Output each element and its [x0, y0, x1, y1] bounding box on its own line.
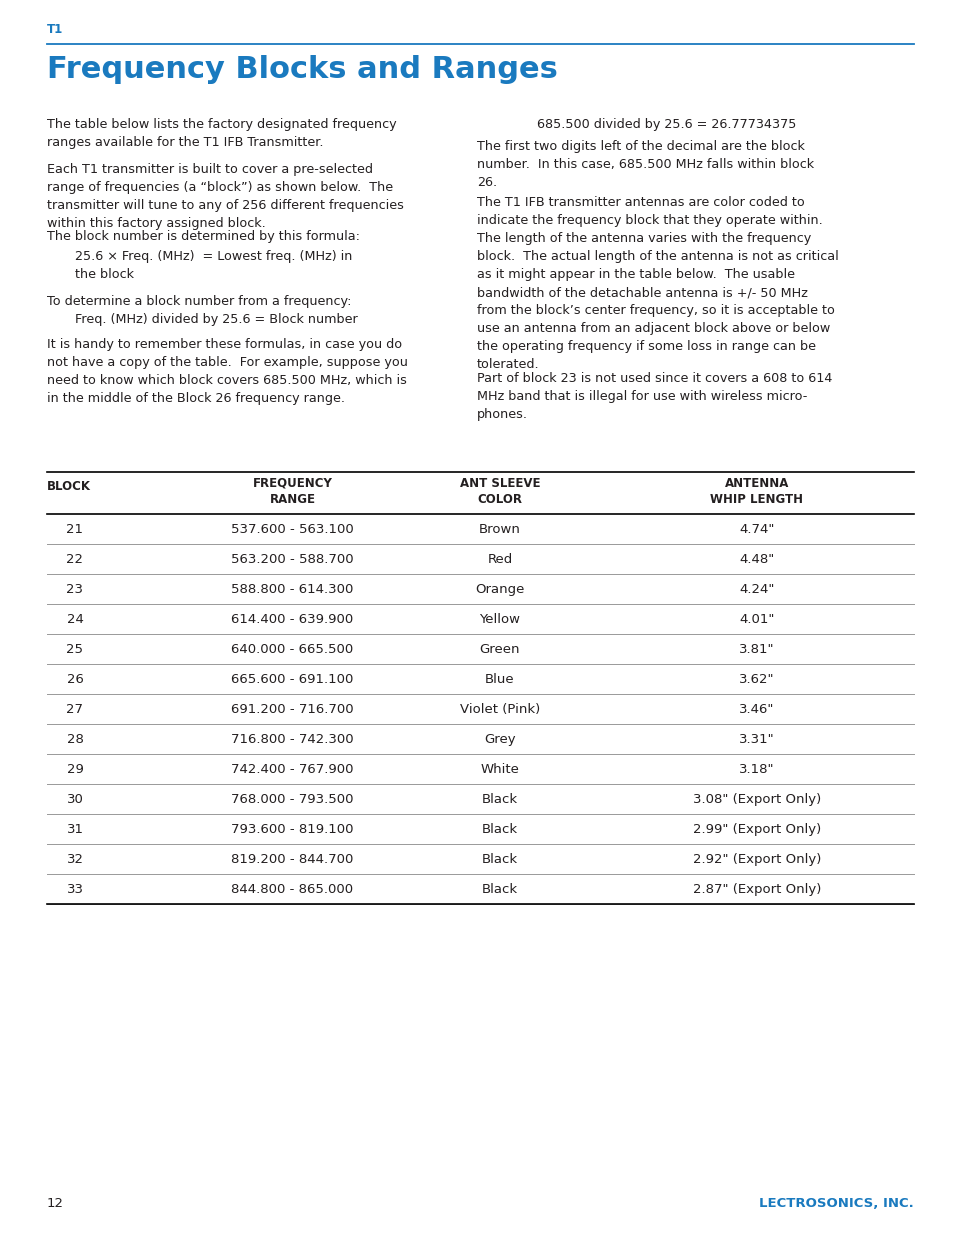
- Text: Grey: Grey: [484, 734, 516, 746]
- Text: The first two digits left of the decimal are the block
number.  In this case, 68: The first two digits left of the decimal…: [476, 140, 813, 189]
- Text: 28: 28: [67, 734, 83, 746]
- Text: 563.200 - 588.700: 563.200 - 588.700: [231, 553, 354, 566]
- Text: BLOCK: BLOCK: [47, 480, 91, 493]
- Text: 24: 24: [67, 613, 83, 626]
- Text: 537.600 - 563.100: 537.600 - 563.100: [231, 522, 354, 536]
- Text: Black: Black: [481, 823, 517, 836]
- Text: Green: Green: [479, 643, 519, 656]
- Text: 29: 29: [67, 763, 83, 776]
- Text: The table below lists the factory designated frequency
ranges available for the : The table below lists the factory design…: [47, 119, 396, 149]
- Text: 685.500 divided by 25.6 = 26.77734375: 685.500 divided by 25.6 = 26.77734375: [537, 119, 796, 131]
- Text: The T1 IFB transmitter antennas are color coded to
indicate the frequency block : The T1 IFB transmitter antennas are colo…: [476, 196, 838, 370]
- Text: 23: 23: [67, 583, 84, 597]
- Text: 640.000 - 665.500: 640.000 - 665.500: [232, 643, 354, 656]
- Text: 665.600 - 691.100: 665.600 - 691.100: [231, 673, 354, 685]
- Text: 4.01": 4.01": [739, 613, 774, 626]
- Text: 614.400 - 639.900: 614.400 - 639.900: [232, 613, 354, 626]
- Text: Black: Black: [481, 793, 517, 806]
- Text: 12: 12: [47, 1197, 64, 1210]
- Text: 25: 25: [67, 643, 84, 656]
- Text: 742.400 - 767.900: 742.400 - 767.900: [231, 763, 354, 776]
- Text: Orange: Orange: [475, 583, 524, 597]
- Text: FREQUENCY
RANGE: FREQUENCY RANGE: [253, 477, 332, 506]
- Text: T1: T1: [47, 23, 63, 36]
- Text: 26: 26: [67, 673, 83, 685]
- Text: 4.48": 4.48": [739, 553, 774, 566]
- Text: Black: Black: [481, 853, 517, 866]
- Text: 4.24": 4.24": [739, 583, 774, 597]
- Text: Violet (Pink): Violet (Pink): [459, 703, 539, 716]
- Text: 22: 22: [67, 553, 84, 566]
- Text: 2.87" (Export Only): 2.87" (Export Only): [692, 883, 821, 897]
- Text: 3.62": 3.62": [739, 673, 774, 685]
- Text: 33: 33: [67, 883, 84, 897]
- Text: Brown: Brown: [478, 522, 520, 536]
- Text: 31: 31: [67, 823, 84, 836]
- Text: Blue: Blue: [485, 673, 515, 685]
- Text: 25.6 × Freq. (MHz)  = Lowest freq. (MHz) in
the block: 25.6 × Freq. (MHz) = Lowest freq. (MHz) …: [75, 249, 352, 282]
- Text: 588.800 - 614.300: 588.800 - 614.300: [231, 583, 354, 597]
- Text: Black: Black: [481, 883, 517, 897]
- Text: 4.74": 4.74": [739, 522, 774, 536]
- Text: 768.000 - 793.500: 768.000 - 793.500: [231, 793, 354, 806]
- Text: Red: Red: [487, 553, 512, 566]
- Text: To determine a block number from a frequency:: To determine a block number from a frequ…: [47, 295, 351, 308]
- Text: 32: 32: [67, 853, 84, 866]
- Text: 3.31": 3.31": [739, 734, 774, 746]
- Text: LECTROSONICS, INC.: LECTROSONICS, INC.: [759, 1197, 913, 1210]
- Text: 3.08" (Export Only): 3.08" (Export Only): [692, 793, 821, 806]
- Text: Frequency Blocks and Ranges: Frequency Blocks and Ranges: [47, 56, 558, 84]
- Text: 27: 27: [67, 703, 84, 716]
- Text: 793.600 - 819.100: 793.600 - 819.100: [231, 823, 354, 836]
- Text: It is handy to remember these formulas, in case you do
not have a copy of the ta: It is handy to remember these formulas, …: [47, 338, 408, 405]
- Text: ANTENNA
WHIP LENGTH: ANTENNA WHIP LENGTH: [710, 477, 802, 506]
- Text: 819.200 - 844.700: 819.200 - 844.700: [231, 853, 354, 866]
- Text: Part of block 23 is not used since it covers a 608 to 614
MHz band that is illeg: Part of block 23 is not used since it co…: [476, 372, 832, 421]
- Text: 3.18": 3.18": [739, 763, 774, 776]
- Text: 30: 30: [67, 793, 83, 806]
- Text: 844.800 - 865.000: 844.800 - 865.000: [232, 883, 354, 897]
- Text: 21: 21: [67, 522, 84, 536]
- Text: Yellow: Yellow: [479, 613, 520, 626]
- Text: ANT SLEEVE
COLOR: ANT SLEEVE COLOR: [459, 477, 539, 506]
- Text: 716.800 - 742.300: 716.800 - 742.300: [231, 734, 354, 746]
- Text: White: White: [480, 763, 518, 776]
- Text: Each T1 transmitter is built to cover a pre-selected
range of frequencies (a “bl: Each T1 transmitter is built to cover a …: [47, 163, 403, 230]
- Text: 3.81": 3.81": [739, 643, 774, 656]
- Text: Freq. (MHz) divided by 25.6 = Block number: Freq. (MHz) divided by 25.6 = Block numb…: [75, 312, 357, 326]
- Text: 691.200 - 716.700: 691.200 - 716.700: [231, 703, 354, 716]
- Text: 2.99" (Export Only): 2.99" (Export Only): [692, 823, 821, 836]
- Text: The block number is determined by this formula:: The block number is determined by this f…: [47, 230, 359, 243]
- Text: 3.46": 3.46": [739, 703, 774, 716]
- Text: 2.92" (Export Only): 2.92" (Export Only): [692, 853, 821, 866]
